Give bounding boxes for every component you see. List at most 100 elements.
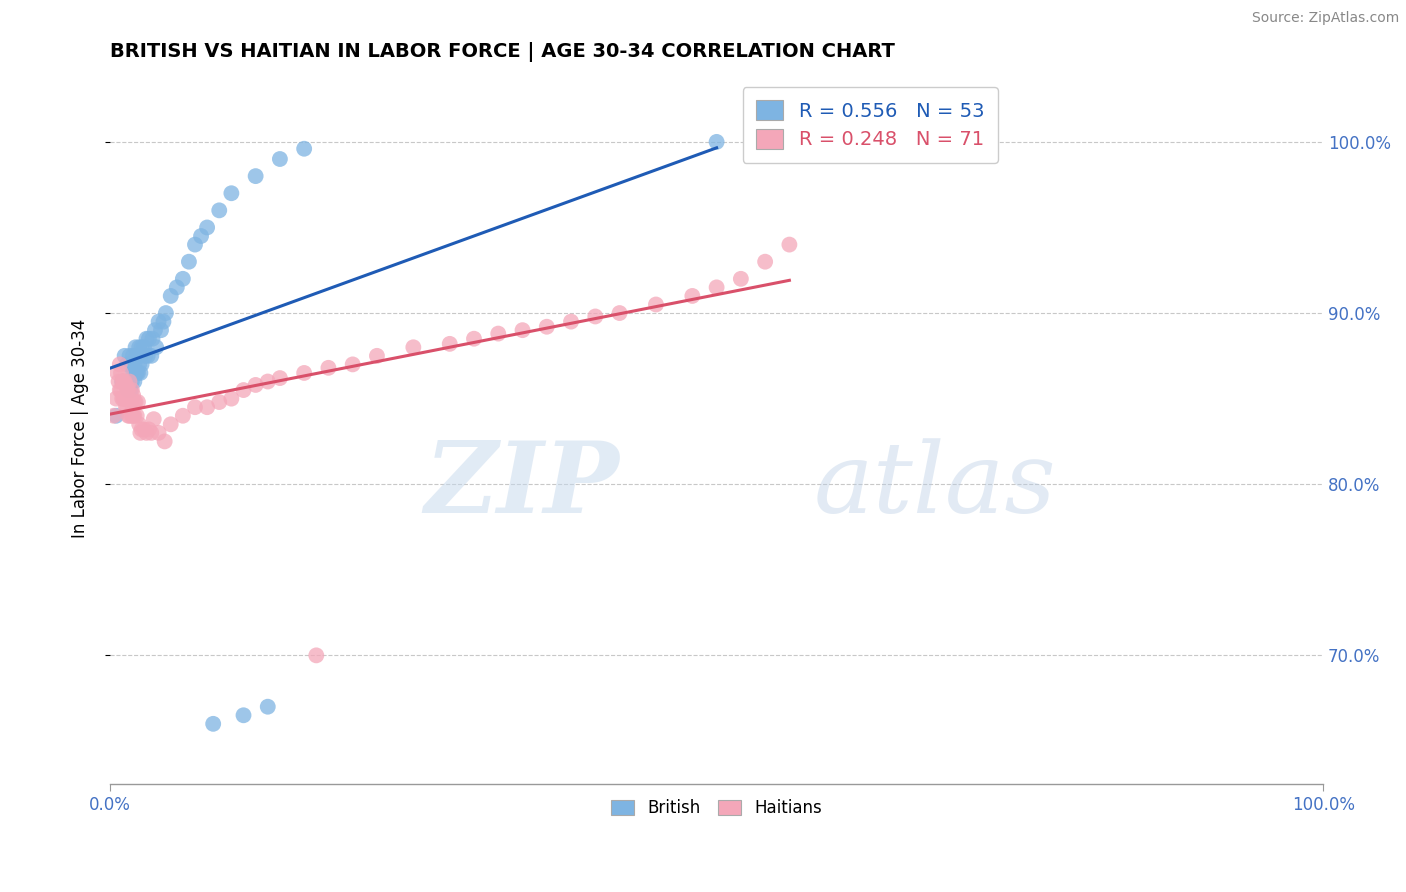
Point [184,237,207,252]
Point [111,375,134,389]
Point [124,395,146,409]
Point [108,383,131,397]
Point [195,400,218,414]
Point [138,332,160,346]
Point [121,409,143,423]
Point [609,306,631,320]
Point [124,409,146,423]
Point [138,422,160,436]
Point [245,378,267,392]
Point [114,375,136,389]
Point [142,412,165,426]
Point [108,358,131,372]
Point [202,716,225,731]
Point [342,358,364,372]
Point [681,289,703,303]
Point [124,395,146,409]
Legend: British, Haitians: British, Haitians [603,790,831,825]
Point [115,383,138,397]
Point [117,383,139,397]
Point [105,409,128,423]
Point [232,383,254,397]
Point [103,409,125,423]
Point [115,378,138,392]
Point [111,392,134,406]
Point [439,336,461,351]
Point [112,392,135,406]
Point [148,315,170,329]
Point [118,409,141,423]
Point [172,272,194,286]
Point [645,297,668,311]
Point [177,254,200,268]
Point [778,237,800,252]
Point [232,708,254,723]
Point [153,434,176,449]
Point [105,392,128,406]
Point [486,326,509,341]
Point [115,358,138,372]
Point [730,272,752,286]
Point [107,375,129,389]
Point [269,152,291,166]
Point [110,366,132,380]
Point [115,400,138,414]
Point [512,323,534,337]
Point [114,392,136,406]
Point [124,375,146,389]
Point [190,229,212,244]
Point [129,425,152,440]
Point [124,340,146,354]
Point [172,409,194,423]
Point [120,358,142,372]
Point [150,323,173,337]
Point [754,254,776,268]
Point [122,409,145,423]
Point [117,409,139,423]
Point [120,395,142,409]
Point [134,349,156,363]
Point [115,400,138,414]
Point [159,289,181,303]
Point [148,425,170,440]
Point [114,349,136,363]
Point [122,349,145,363]
Point [141,332,163,346]
Point [127,366,149,380]
Point [131,422,153,436]
Y-axis label: In Labor Force | Age 30-34: In Labor Force | Age 30-34 [72,319,89,538]
Point [184,400,207,414]
Point [560,315,582,329]
Point [706,280,728,294]
Point [221,392,243,406]
Point [131,340,153,354]
Text: Source: ZipAtlas.com: Source: ZipAtlas.com [1251,11,1399,25]
Point [105,366,128,380]
Point [155,306,177,320]
Point [122,366,145,380]
Point [111,375,134,389]
Point [152,315,174,329]
Point [195,220,218,235]
Point [121,375,143,389]
Point [121,383,143,397]
Point [256,699,278,714]
Point [117,383,139,397]
Point [127,395,149,409]
Point [208,395,231,409]
Point [208,203,231,218]
Point [131,358,153,372]
Point [120,383,142,397]
Point [129,349,152,363]
Point [118,349,141,363]
Point [129,366,152,380]
Point [145,340,167,354]
Point [292,366,315,380]
Point [583,310,606,324]
Point [256,375,278,389]
Point [269,371,291,385]
Text: BRITISH VS HAITIAN IN LABOR FORCE | AGE 30-34 CORRELATION CHART: BRITISH VS HAITIAN IN LABOR FORCE | AGE … [110,42,896,62]
Point [221,186,243,201]
Point [318,360,340,375]
Text: atlas: atlas [814,438,1056,533]
